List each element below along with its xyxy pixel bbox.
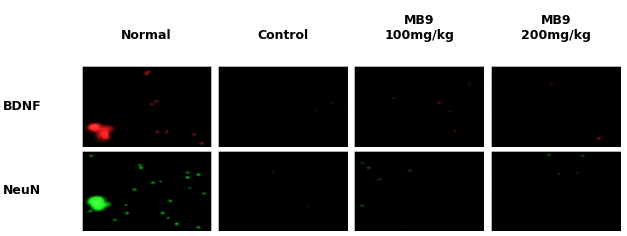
Text: MB9
200mg/kg: MB9 200mg/kg (521, 14, 591, 42)
Text: Normal: Normal (121, 30, 172, 42)
Text: BDNF: BDNF (3, 100, 42, 113)
Text: MB9
100mg/kg: MB9 100mg/kg (384, 14, 455, 42)
Text: NeuN: NeuN (3, 185, 41, 198)
Text: Control: Control (257, 30, 308, 42)
